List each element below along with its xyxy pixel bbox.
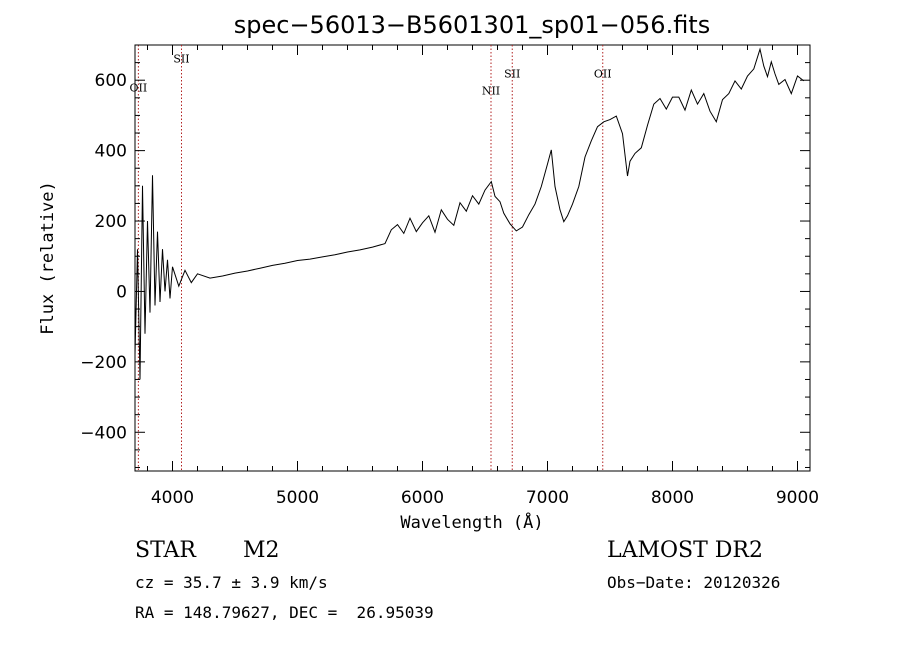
- line-annotation-label: OII: [130, 81, 148, 94]
- line-annotation-label: SII: [504, 67, 520, 80]
- y-tick-label: 200: [95, 212, 127, 232]
- y-tick-label: 600: [95, 71, 127, 91]
- redshift-velocity: cz = 35.7 ± 3.9 km/s: [135, 573, 328, 592]
- observation-date: Obs−Date: 20120326: [607, 573, 781, 592]
- x-tick-label: 9000: [776, 488, 819, 508]
- y-tick-label: −200: [80, 353, 127, 373]
- spectrum-series-line: [134, 47, 805, 380]
- x-tick-label: 4000: [151, 488, 194, 508]
- x-tick-label: 7000: [526, 488, 569, 508]
- y-tick-label: 0: [116, 282, 127, 302]
- survey-name: LAMOST DR2: [607, 538, 763, 563]
- line-annotation-label: SII: [173, 53, 189, 66]
- x-axis-label: Wavelength (Å): [400, 511, 543, 533]
- line-annotation-label: NII: [482, 84, 500, 97]
- line-annotations: OII SII NII SII OII: [130, 53, 612, 98]
- chart-title: spec−56013−B5601301_sp01−056.fits: [234, 11, 710, 39]
- y-axis: −400 −200 0 200 400 600: [80, 44, 810, 468]
- x-tick-label: 8000: [651, 488, 694, 508]
- coordinates: RA = 148.79627, DEC = 26.95039: [135, 603, 434, 622]
- y-tick-label: 400: [95, 142, 127, 162]
- y-axis-label: Flux (relative): [38, 181, 58, 335]
- x-tick-label: 6000: [401, 488, 444, 508]
- line-annotation-label: OII: [594, 67, 612, 80]
- y-tick-label: −400: [80, 423, 127, 443]
- x-axis: 4000 5000 6000 7000 8000 9000: [147, 45, 819, 508]
- object-type: STAR: [135, 538, 196, 563]
- subclass: M2: [243, 538, 280, 563]
- x-tick-label: 5000: [276, 488, 319, 508]
- reference-lines: [137, 45, 604, 471]
